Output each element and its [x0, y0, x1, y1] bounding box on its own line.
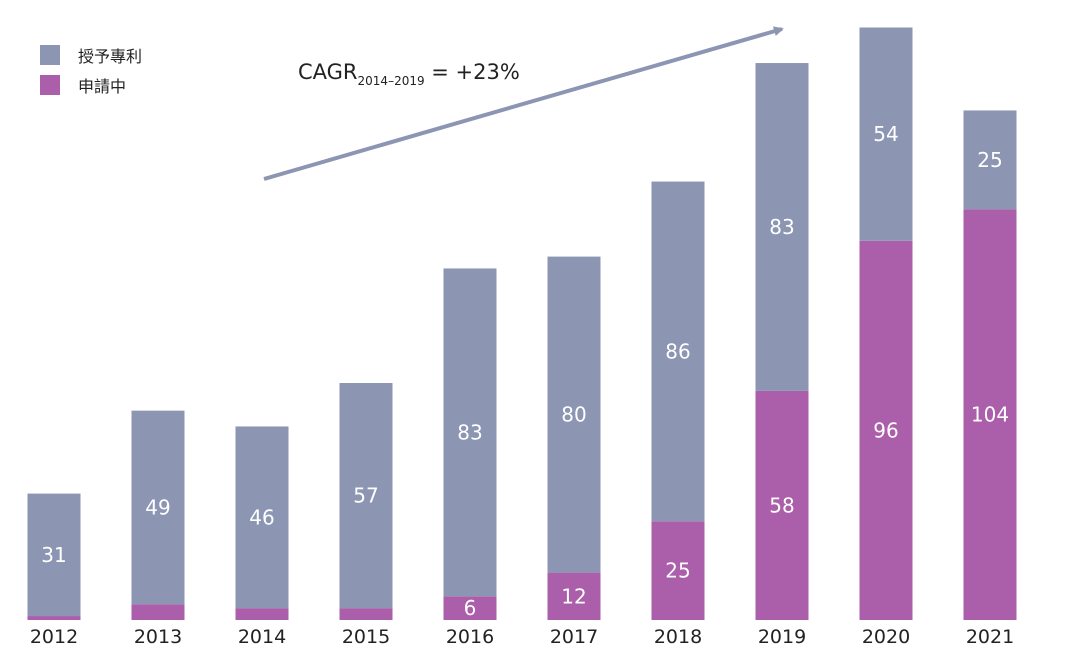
cagr-arrow: [264, 29, 782, 179]
x-tick-2019: 2019: [758, 626, 806, 648]
data-label-pending-2020: 96: [873, 418, 898, 442]
data-label-granted-2021: 25: [977, 148, 1002, 172]
data-label-pending-2016: 6: [464, 596, 477, 620]
bar-pending-2012: [28, 616, 81, 620]
bar-pending-2013: [132, 604, 185, 620]
x-tick-2014: 2014: [238, 626, 286, 648]
x-axis-ticks: 2012 2013 2014 2015 2016 2017 2018 2019 2020 2021: [30, 626, 1014, 648]
x-tick-2017: 2017: [550, 626, 598, 648]
x-tick-2018: 2018: [654, 626, 702, 648]
data-label-granted-2012: 31: [41, 543, 66, 567]
data-label-granted-2015: 57: [353, 484, 378, 508]
x-tick-2013: 2013: [134, 626, 182, 648]
x-tick-2020: 2020: [862, 626, 910, 648]
data-label-granted-2014: 46: [249, 505, 274, 529]
x-tick-2012: 2012: [30, 626, 78, 648]
data-label-pending-2017: 12: [561, 584, 586, 608]
data-label-pending-2018: 25: [665, 559, 690, 583]
data-label-granted-2020: 54: [873, 122, 898, 146]
data-label-pending-2019: 58: [769, 493, 794, 517]
x-tick-2021: 2021: [966, 626, 1014, 648]
bar-pending-2014: [236, 608, 289, 620]
x-tick-2015: 2015: [342, 626, 390, 648]
data-label-granted-2018: 86: [665, 339, 690, 363]
data-label-granted-2016: 83: [457, 420, 482, 444]
data-label-granted-2019: 83: [769, 215, 794, 239]
data-label-granted-2013: 49: [145, 495, 170, 519]
bar-pending-2015: [340, 608, 393, 620]
bars-group: 31 49 46 57 6 83 12 80 25 86 58 83 96 54 104 25: [28, 28, 1017, 621]
x-tick-2016: 2016: [446, 626, 494, 648]
data-label-granted-2017: 80: [561, 403, 586, 427]
data-label-pending-2021: 104: [971, 403, 1009, 427]
